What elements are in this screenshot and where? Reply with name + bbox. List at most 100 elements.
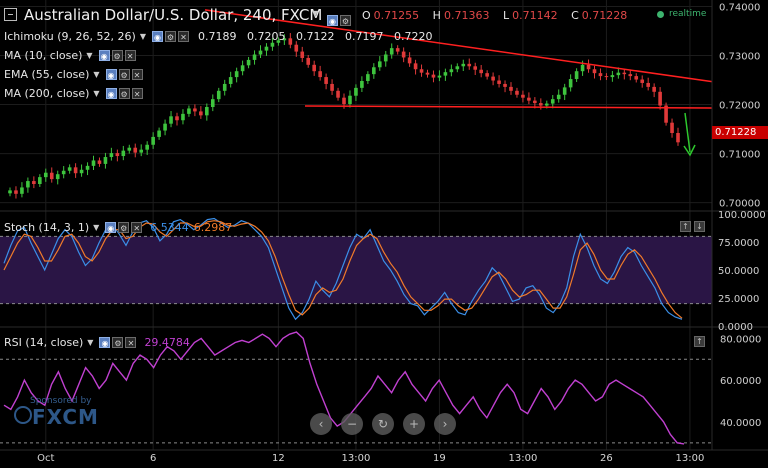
price-tick-label: 0.73000 (719, 52, 760, 63)
close-icon[interactable]: ✕ (131, 87, 143, 99)
candle-body (26, 181, 30, 188)
legend-ema55[interactable]: EMA (55, close) ▼ ◉ ⚙ ✕ (4, 66, 145, 82)
candle-body (20, 187, 24, 194)
legend-ma10[interactable]: MA (10, close) ▼ ◉ ⚙ ✕ (4, 47, 138, 63)
candle-body (485, 73, 489, 77)
eye-icon[interactable]: ◉ (105, 87, 117, 99)
scroll-left-button[interactable]: ‹ (310, 413, 332, 435)
pane-up-icon[interactable]: ↑ (694, 336, 705, 347)
zoom-out-button[interactable]: − (341, 413, 363, 435)
candle-body (199, 111, 203, 116)
scroll-right-button[interactable]: › (434, 413, 456, 435)
candle-body (8, 190, 12, 194)
candle-body (115, 153, 120, 157)
candle-body (479, 69, 483, 74)
zoom-in-button[interactable]: + (403, 413, 425, 435)
realtime-label: realtime (669, 9, 707, 19)
legend-rsi[interactable]: RSI (14, close) ▼ ◉ ⚙ ✕ 29.4784 (4, 334, 190, 350)
chart-title: Australian Dollar/U.S. Dollar, 240, FXCM (24, 6, 323, 24)
close-icon[interactable]: ✕ (131, 221, 143, 233)
candle-body (163, 123, 167, 131)
chevron-down-icon[interactable]: ▼ (86, 50, 93, 60)
settings-icon[interactable]: ⚙ (118, 221, 130, 233)
eye-icon[interactable]: ◉ (151, 30, 163, 42)
candle-body (187, 108, 191, 114)
close-icon[interactable]: ✕ (131, 68, 143, 80)
eye-icon[interactable]: ◉ (105, 221, 117, 233)
price-tick-label: 0.74000 (719, 2, 760, 13)
eye-icon[interactable]: ◉ (327, 15, 338, 26)
price-tick-label: 0.70000 (719, 199, 760, 210)
candle-body (103, 157, 108, 164)
candle-body (568, 79, 573, 88)
ohlc-open-key: O (362, 9, 371, 22)
candle-body (61, 170, 66, 175)
settings-icon[interactable]: ⚙ (340, 15, 351, 26)
chevron-down-icon[interactable]: ▼ (93, 222, 100, 232)
eye-icon[interactable]: ◉ (98, 49, 110, 61)
candle-body (318, 71, 322, 78)
pane-down-icon[interactable]: ↓ (694, 221, 705, 232)
legend-ichimoku[interactable]: Ichimoku (9, 26, 52, 26) ▼ ◉ ⚙ ✕ 0.7189 0.… (4, 28, 432, 44)
pane-up-icon[interactable]: ↑ (680, 221, 691, 232)
legend-ma200[interactable]: MA (200, close) ▼ ◉ ⚙ ✕ (4, 85, 145, 101)
chevron-down-icon[interactable]: ▼ (87, 337, 94, 347)
settings-icon[interactable]: ⚙ (118, 68, 130, 80)
close-icon[interactable]: ✕ (124, 49, 136, 61)
price-pane[interactable] (8, 9, 713, 199)
ema55-label: EMA (55, close) (4, 67, 90, 81)
ichimoku-value: 0.7122 (295, 29, 335, 43)
candle-body (515, 90, 519, 95)
candle-body (503, 83, 507, 87)
settings-icon[interactable]: ⚙ (164, 30, 176, 42)
candle-body (85, 165, 90, 170)
candle-body (491, 76, 495, 81)
eye-icon[interactable]: ◉ (105, 68, 117, 80)
candle-body (497, 80, 501, 84)
chevron-down-icon[interactable]: ▼ (93, 69, 100, 79)
close-icon[interactable]: ✕ (125, 336, 137, 348)
stoch-pane[interactable] (0, 217, 712, 321)
candle-body (73, 167, 78, 174)
candle-body (389, 48, 394, 55)
settings-icon[interactable]: ⚙ (112, 336, 124, 348)
ma10-label: MA (10, close) (4, 48, 83, 62)
ohlc-low-value: 0.71142 (512, 9, 558, 22)
candle-body (658, 91, 662, 106)
title-dropdown-icon[interactable]: ▼ (312, 9, 319, 18)
candle-body (205, 107, 209, 116)
candle-body (252, 54, 257, 60)
candle-body (55, 174, 60, 180)
last-price-tag: 0.71228 (712, 126, 768, 139)
candle-body (348, 95, 352, 105)
ohlc-high-value: 0.71363 (443, 9, 490, 22)
candle-body (79, 169, 84, 174)
candle-body (413, 63, 418, 70)
candle-body (97, 160, 102, 164)
ichimoku-values: 0.7189 0.7205 0.7122 0.7197 0.7220 (191, 30, 433, 43)
candle-body (169, 116, 173, 124)
ohlc-close-key: C (571, 9, 579, 22)
candle-body (157, 130, 161, 137)
support-line (304, 105, 713, 109)
fxcm-logo-icon (14, 406, 32, 424)
chevron-down-icon[interactable]: ▼ (139, 31, 146, 41)
chevron-down-icon[interactable]: ▼ (93, 88, 100, 98)
candle-body (419, 69, 424, 73)
settings-icon[interactable]: ⚙ (111, 49, 123, 61)
candle-body (32, 181, 36, 185)
legend-stoch[interactable]: Stoch (14, 3, 1) ▼ ◉ ⚙ ✕ 6.5344 6.2987 (4, 219, 232, 235)
square-menu-icon[interactable] (4, 8, 17, 21)
candle-body (509, 86, 513, 91)
eye-icon[interactable]: ◉ (99, 336, 111, 348)
candle-body (175, 116, 179, 121)
realtime-indicator: realtime (657, 9, 706, 19)
candle-body (240, 65, 245, 72)
candle-body (395, 48, 400, 52)
reset-button[interactable]: ↻ (372, 413, 394, 435)
candle-body (222, 83, 227, 91)
candle-body (366, 74, 370, 82)
stoch-tick-label: 75.0000 (718, 238, 759, 249)
close-icon[interactable]: ✕ (177, 30, 189, 42)
settings-icon[interactable]: ⚙ (118, 87, 130, 99)
